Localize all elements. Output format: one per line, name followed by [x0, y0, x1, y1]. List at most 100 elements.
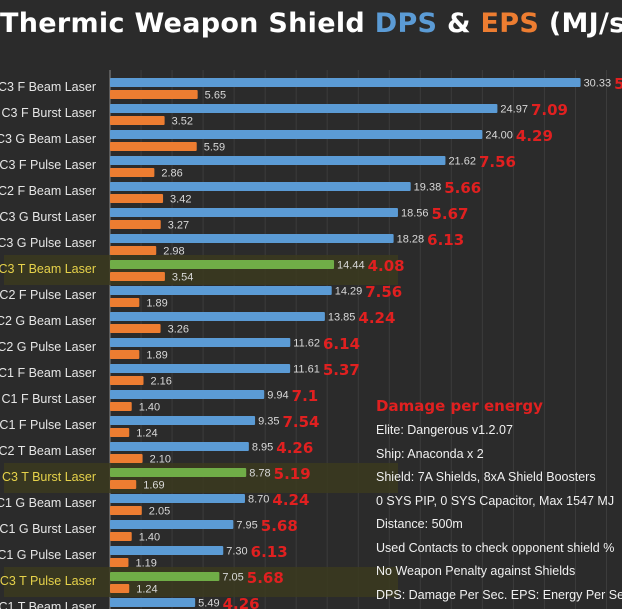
- note-line: Used Contacts to check opponent shield %: [376, 540, 615, 555]
- note-line: Distance: 500m: [376, 517, 463, 531]
- eps-bar: [110, 350, 140, 359]
- note-line: DPS: Damage Per Sec. EPS: Energy Per Sec…: [376, 587, 622, 602]
- dps-value-label: 7.05: [222, 572, 243, 584]
- category-label: C3 F Pulse Laser: [0, 158, 96, 172]
- dps-bar: [110, 208, 398, 217]
- eps-value-label: 1.69: [143, 480, 164, 492]
- dps-bar: [110, 598, 196, 607]
- dps-value-label: 8.70: [248, 494, 269, 506]
- dps-bar: [110, 234, 394, 243]
- dps-bar: [110, 442, 249, 451]
- category-label: C2 G Pulse Laser: [0, 340, 96, 354]
- eps-bar: [110, 246, 157, 255]
- category-label: C1 F Burst Laser: [2, 392, 96, 406]
- note-line: Elite: Dangerous v1.2.07: [376, 423, 513, 437]
- category-label: C1 G Beam Laser: [0, 496, 96, 510]
- damage-per-energy-label: 5.68: [247, 569, 284, 587]
- dps-value-label: 7.95: [236, 520, 257, 532]
- dps-bar: [110, 182, 411, 191]
- dps-value-label: 18.28: [397, 234, 425, 246]
- damage-per-energy-label: 4.24: [358, 309, 395, 327]
- note-line: No Weapon Penalty against Shields: [376, 564, 576, 578]
- category-label: C3 F Burst Laser: [2, 106, 96, 120]
- dps-value-label: 13.85: [328, 312, 356, 324]
- eps-bar: [110, 168, 155, 177]
- dps-value-label: 7.30: [226, 546, 247, 558]
- damage-per-energy-label: 4.29: [516, 127, 553, 145]
- eps-bar: [110, 324, 161, 333]
- eps-bar: [110, 298, 140, 307]
- eps-value-label: 1.89: [146, 350, 167, 362]
- note-line: 0 SYS PIP, 0 SYS Capacitor, Max 1547 MJ: [376, 493, 615, 508]
- damage-per-energy-label: 5.37: [614, 75, 622, 93]
- title-dps: DPS: [374, 8, 438, 39]
- eps-value-label: 3.52: [172, 116, 193, 128]
- eps-value-label: 2.98: [163, 246, 184, 258]
- dps-value-label: 14.44: [337, 260, 365, 272]
- eps-value-label: 1.89: [146, 298, 167, 310]
- damage-per-energy-label: 5.68: [261, 517, 298, 535]
- category-label: C3 T Beam Laser: [0, 262, 96, 276]
- dps-bar: [110, 312, 325, 321]
- eps-value-label: 2.86: [161, 168, 182, 180]
- category-label: C3 G Burst Laser: [0, 210, 96, 224]
- damage-per-energy-label: 4.24: [272, 491, 309, 509]
- damage-per-energy-label: 5.66: [444, 179, 481, 197]
- eps-bar: [110, 142, 197, 151]
- dps-bar: [110, 130, 483, 139]
- damage-per-energy-label: 6.13: [427, 231, 464, 249]
- dps-value-label: 9.35: [258, 416, 279, 428]
- damage-per-energy-label: 4.08: [368, 257, 405, 275]
- title-eps: EPS: [480, 8, 540, 39]
- damage-per-energy-label: 7.54: [282, 413, 319, 431]
- eps-value-label: 1.19: [135, 558, 156, 570]
- notes-heading: Damage per energy: [376, 397, 543, 415]
- eps-value-label: 3.54: [172, 272, 193, 284]
- dps-value-label: 24.00: [485, 130, 513, 142]
- category-label: C2 F Beam Laser: [0, 184, 96, 198]
- eps-bar: [110, 428, 130, 437]
- category-label: C3 G Beam Laser: [0, 132, 96, 146]
- dps-bar: [110, 572, 220, 581]
- dps-bar: [110, 546, 224, 555]
- eps-bar: [110, 506, 142, 515]
- note-line: Shield: 7A Shields, 8xA Shield Boosters: [376, 470, 596, 484]
- category-label: C1 T Beam Laser: [0, 600, 96, 609]
- dps-value-label: 18.56: [401, 208, 429, 220]
- eps-bar: [110, 532, 132, 541]
- category-label: C3 F Beam Laser: [0, 80, 96, 94]
- eps-bar: [110, 558, 129, 567]
- damage-per-energy-label: 7.09: [531, 101, 568, 119]
- dps-value-label: 30.33: [584, 78, 612, 90]
- dps-bar: [110, 260, 335, 269]
- damage-per-energy-label: 6.14: [323, 335, 360, 353]
- eps-value-label: 1.40: [139, 402, 160, 414]
- eps-value-label: 1.24: [136, 584, 157, 596]
- eps-bar: [110, 116, 165, 125]
- dps-value-label: 14.29: [335, 286, 363, 298]
- dps-bar: [110, 78, 581, 87]
- category-label: C1 G Pulse Laser: [0, 548, 96, 562]
- dps-bar: [110, 468, 247, 477]
- dps-bar: [110, 338, 291, 347]
- damage-per-energy-label: 7.56: [365, 283, 402, 301]
- eps-bar: [110, 454, 143, 463]
- eps-value-label: 5.65: [205, 90, 226, 102]
- title-prefix: Thermic Weapon Shield: [0, 8, 375, 39]
- dps-value-label: 11.61: [293, 364, 320, 376]
- category-label: C3 T Pulse Laser: [0, 574, 96, 588]
- eps-value-label: 5.59: [204, 142, 225, 154]
- damage-per-energy-label: 4.26: [276, 439, 313, 457]
- damage-per-energy-label: 5.37: [323, 361, 360, 379]
- note-line: Ship: Anaconda x 2: [376, 446, 484, 461]
- eps-bar: [110, 480, 137, 489]
- dps-value-label: 19.38: [414, 182, 442, 194]
- chart-title: Thermic Weapon Shield DPS & EPS (MJ/s): [0, 8, 622, 39]
- eps-value-label: 2.05: [149, 506, 170, 518]
- title-amp: &: [437, 8, 481, 39]
- eps-bar: [110, 220, 161, 229]
- eps-bar: [110, 194, 164, 203]
- category-label: C2 T Beam Laser: [0, 444, 96, 458]
- category-label: C3 G Pulse Laser: [0, 236, 96, 250]
